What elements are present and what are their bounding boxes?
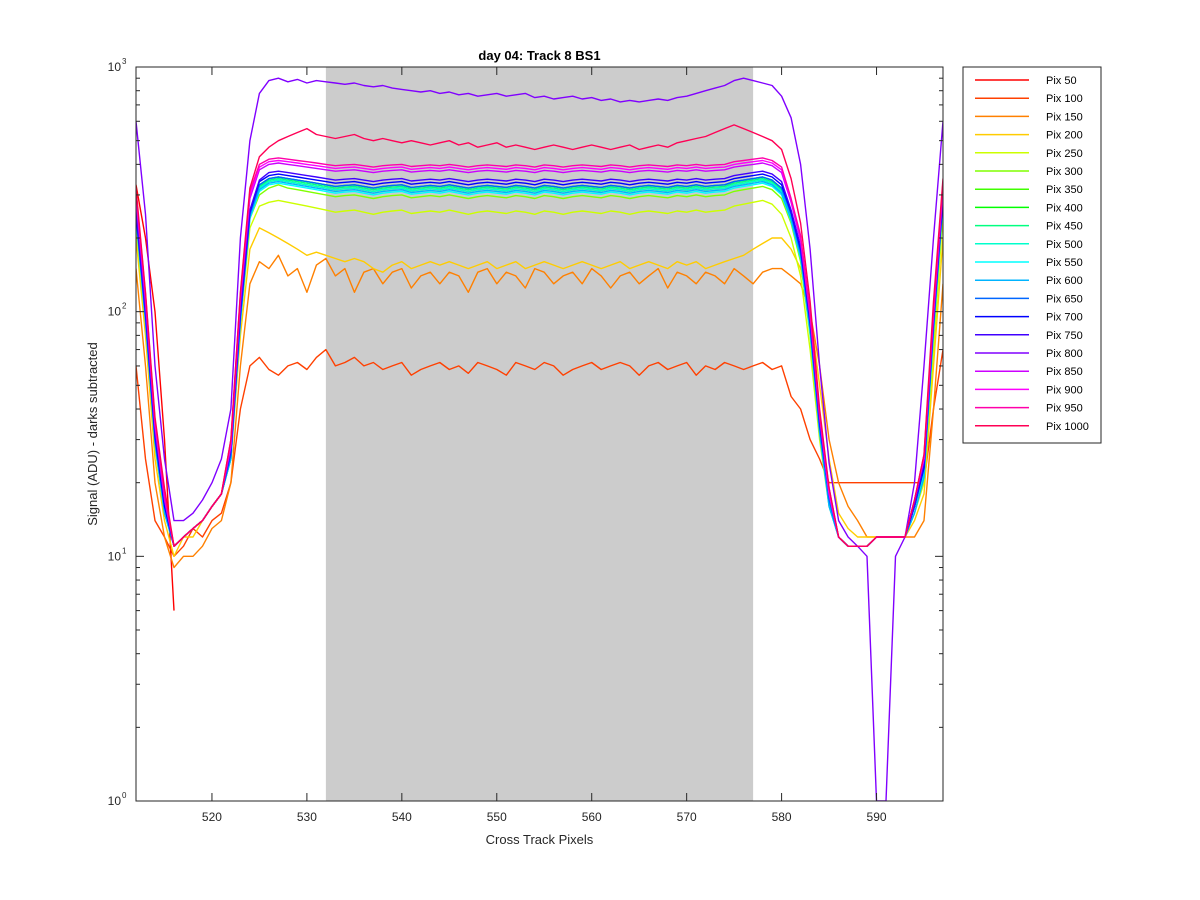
legend: Pix 50 Pix 100 Pix 150 Pix 200 Pix 250 Pix 30… — [962, 66, 1102, 444]
x-tick-label: 560 — [582, 810, 602, 824]
x-tick-label: 570 — [677, 810, 697, 824]
x-tick-label: 530 — [297, 810, 317, 824]
legend-label: Pix 900 — [1046, 384, 1083, 396]
legend-label: Pix 600 — [1046, 275, 1083, 287]
chart-title: day 04: Track 8 BS1 — [478, 48, 600, 63]
legend-label: Pix 200 — [1046, 130, 1083, 142]
legend-label: Pix 850 — [1046, 366, 1083, 378]
series-line-pix-250 — [136, 199, 943, 547]
y-tick-label: 10 — [108, 60, 122, 74]
legend-label: Pix 550 — [1046, 257, 1083, 269]
series-line-pix-1000 — [136, 124, 943, 547]
x-tick-label: 520 — [202, 810, 222, 824]
y-tick-exponent: 0 — [122, 791, 127, 800]
legend-label: Pix 350 — [1046, 184, 1083, 196]
legend-label: Pix 150 — [1046, 111, 1083, 123]
y-axis-label: Signal (ADU) - darks subtracted — [85, 342, 100, 526]
y-tick-label: 10 — [108, 549, 122, 563]
legend-label: Pix 650 — [1046, 293, 1083, 305]
legend-label: Pix 800 — [1046, 348, 1083, 360]
y-tick-label: 10 — [108, 794, 122, 808]
x-tick-label: 580 — [772, 810, 792, 824]
series-line-pix-100 — [136, 348, 943, 557]
x-tick-label: 540 — [392, 810, 412, 824]
series-line-pix-800 — [136, 77, 943, 801]
legend-label: Pix 400 — [1046, 202, 1083, 214]
x-tick-label: 590 — [867, 810, 887, 824]
legend-box — [962, 66, 1102, 444]
y-tick-exponent: 2 — [122, 302, 127, 311]
y-tick-exponent: 3 — [122, 57, 127, 66]
y-tick-exponent: 1 — [122, 546, 127, 555]
legend-label: Pix 450 — [1046, 221, 1083, 233]
legend-label: Pix 300 — [1046, 166, 1083, 178]
legend-label: Pix 50 — [1046, 75, 1077, 87]
series-line-pix-950 — [136, 157, 943, 547]
legend-label: Pix 750 — [1046, 330, 1083, 342]
x-axis-label: Cross Track Pixels — [486, 832, 594, 847]
legend-label: Pix 950 — [1046, 403, 1083, 415]
legend-label: Pix 100 — [1046, 93, 1083, 105]
series-layer — [136, 77, 943, 801]
axes-box — [135, 66, 944, 802]
legend-label: Pix 250 — [1046, 148, 1083, 160]
legend-label: Pix 700 — [1046, 312, 1083, 324]
x-tick-label: 550 — [487, 810, 507, 824]
legend-label: Pix 500 — [1046, 239, 1083, 251]
shaded-region — [325, 67, 754, 801]
y-tick-label: 10 — [108, 305, 122, 319]
legend-label: Pix 1000 — [1046, 421, 1089, 433]
